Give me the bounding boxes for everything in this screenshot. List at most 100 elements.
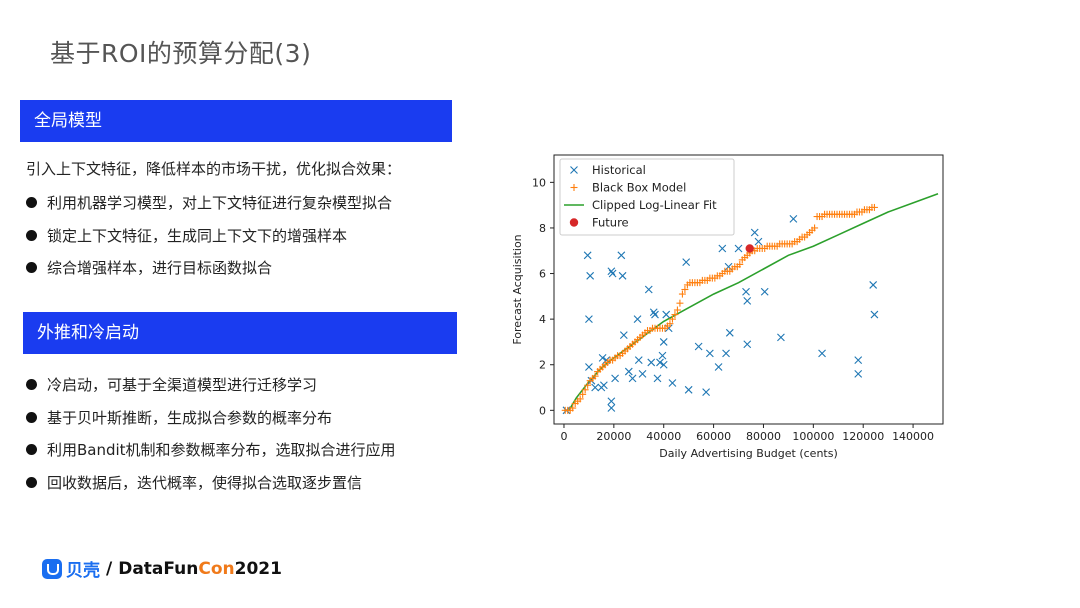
historical-point — [583, 251, 592, 260]
bullet-item: 基于贝叶斯推断，生成拟合参数的概率分布 — [26, 407, 396, 440]
historical-point — [647, 358, 656, 367]
historical-point — [649, 308, 658, 317]
plot-frame — [553, 154, 944, 425]
bullet-item: 回收数据后，迭代概率，使得拟合选取逐步置信 — [26, 472, 396, 505]
historical-point — [760, 287, 769, 296]
historical-point — [659, 360, 668, 369]
historical-point — [722, 349, 730, 358]
historical-point — [662, 310, 671, 319]
blackbox-point — [666, 320, 674, 328]
historical-point — [644, 285, 653, 294]
blackbox-point — [671, 311, 679, 319]
section-intro: 引入上下文特征，降低样本的市场干扰，优化拟合效果： — [26, 160, 402, 178]
historical-point — [586, 271, 595, 280]
historical-point — [725, 328, 734, 337]
historical-point — [607, 404, 616, 412]
blackbox-point — [584, 381, 592, 389]
y-tick-label: 10 — [532, 176, 546, 189]
historical-point — [656, 358, 664, 367]
bullet-dot-icon — [26, 197, 37, 208]
bullet-item: 利用机器学习模型，对上下文特征进行复杂模型拟合 — [26, 192, 392, 225]
blackbox-point — [668, 315, 676, 323]
historical-point — [818, 349, 826, 358]
bullet-item: 锁定上下文特征，生成同上下文下的增强样本 — [26, 225, 392, 258]
historical-point — [694, 342, 703, 351]
blackbox-point — [579, 390, 587, 398]
bullet-dot-icon — [26, 262, 37, 273]
historical-point — [638, 369, 647, 378]
beike-logo-icon — [42, 558, 62, 579]
x-tick-label: 100000 — [792, 430, 834, 443]
x-tick-label: 0 — [560, 430, 567, 443]
historical-point — [789, 214, 798, 223]
historical-point — [743, 340, 752, 349]
y-tick-label: 2 — [539, 359, 546, 372]
blackbox-point — [678, 290, 686, 298]
legend-marker — [569, 218, 579, 227]
y-tick-label: 6 — [539, 268, 546, 281]
slide-title: 基于ROI的预算分配(3) — [50, 39, 312, 68]
bullet-dot-icon — [26, 444, 37, 455]
brand-year: 2021 — [234, 558, 282, 579]
legend-box — [559, 158, 735, 236]
plot-layer: 0 20000 40000 60000 80000 100000 120000 140000 0… — [532, 154, 944, 443]
brand-datafun: DataFun — [118, 558, 199, 579]
x-tick-label: 60000 — [696, 430, 731, 443]
y-tick-label: 4 — [539, 313, 546, 326]
blackbox-point — [673, 306, 681, 314]
bullet-item: 冷启动，可基于全渠道模型进行迁移学习 — [26, 374, 396, 407]
bullet-item: 综合增强样本，进行目标函数拟合 — [26, 257, 392, 290]
historical-point — [619, 331, 628, 339]
historical-point — [682, 258, 691, 267]
historical-point — [702, 388, 710, 396]
bullet-dot-icon — [26, 379, 37, 390]
x-tick-label: 120000 — [842, 430, 884, 443]
x-tick-label: 140000 — [892, 430, 934, 443]
historical-point — [634, 356, 643, 365]
historical-point — [611, 374, 619, 383]
historical-point — [854, 369, 863, 378]
brand-con: Con — [198, 558, 235, 579]
legend-marker — [570, 166, 578, 174]
section-header-extrapolation: 外推和冷启动 — [23, 312, 457, 354]
historical-point — [714, 363, 723, 371]
historical-point — [668, 379, 677, 387]
blackbox-point — [591, 372, 599, 380]
legend-marker — [570, 184, 578, 191]
roi-chart: Forecast Acquisition Daily Advertising B… — [508, 152, 960, 462]
historical-point — [607, 397, 616, 406]
y-tick-label: 8 — [539, 222, 546, 235]
historical-point — [633, 315, 642, 324]
bullet-list-global-model: 利用机器学习模型，对上下文特征进行复杂模型拟合 锁定上下文特征，生成同上下文下的… — [26, 192, 392, 290]
historical-point — [599, 381, 608, 390]
chart-svg: Forecast Acquisition Daily Advertising B… — [511, 154, 944, 460]
blackbox-point — [581, 386, 589, 394]
blackbox-point — [870, 203, 878, 211]
future-point — [745, 244, 754, 253]
bullet-list-extrapolation: 冷启动，可基于全渠道模型进行迁移学习 基于贝叶斯推断，生成拟合参数的概率分布 利… — [26, 374, 396, 504]
x-tick-label: 20000 — [596, 430, 631, 443]
historical-point — [658, 351, 667, 360]
historical-point — [742, 287, 750, 296]
brand-cn: 贝壳 — [66, 561, 100, 581]
legend-label: Clipped Log-Linear Fit — [592, 198, 717, 212]
historical-point — [607, 267, 616, 276]
historical-point — [734, 244, 743, 253]
historical-point — [684, 385, 693, 394]
blackbox-point — [676, 299, 684, 307]
x-tick-label: 80000 — [746, 430, 781, 443]
historical-point — [777, 333, 785, 342]
y-axis-label: Forecast Acquisition — [511, 234, 524, 344]
blackbox-point — [569, 404, 577, 412]
y-tick-label: 0 — [539, 404, 546, 417]
chart-legend: Historical Black Box Model Clipped Log-Lin… — [559, 158, 735, 236]
historical-point — [705, 349, 714, 358]
blackbox-point — [576, 395, 584, 403]
x-axis-label: Daily Advertising Budget (cents) — [659, 447, 838, 460]
historical-point — [618, 271, 627, 280]
bullet-dot-icon — [26, 411, 37, 423]
historical-point — [585, 315, 593, 324]
historical-point — [718, 244, 727, 253]
bullet-item: 利用Bandit机制和参数概率分布，选取拟合进行应用 — [26, 439, 396, 472]
historical-point — [659, 338, 668, 346]
